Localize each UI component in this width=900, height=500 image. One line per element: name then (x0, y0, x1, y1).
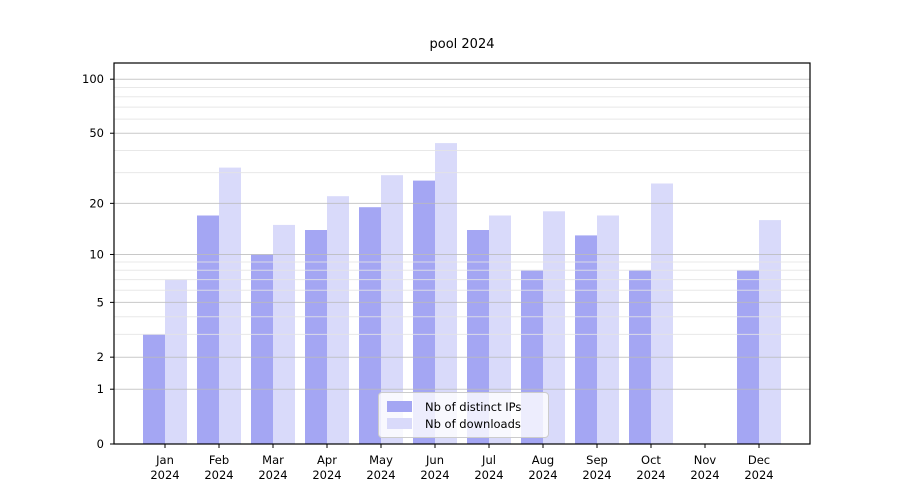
x-tick-label-year: 2024 (420, 468, 449, 482)
x-tick-label-month: Jan (155, 453, 174, 467)
y-tick-label: 50 (89, 126, 104, 140)
y-tick-label: 5 (97, 295, 104, 309)
x-tick-label-month: Dec (748, 453, 770, 467)
bar-downloads-dec (759, 220, 781, 444)
x-tick-label-year: 2024 (690, 468, 719, 482)
legend-label-downloads: Nb of downloads (425, 416, 521, 431)
x-tick-label-month: Sep (586, 453, 608, 467)
y-tick-label: 100 (82, 72, 104, 86)
x-tick-label-year: 2024 (636, 468, 665, 482)
x-tick-label-month: Aug (532, 453, 554, 467)
x-tick-label-month: Nov (694, 453, 717, 467)
bar-ips-mar (251, 254, 273, 444)
y-tick-label: 20 (89, 196, 104, 210)
x-tick-label-month: May (369, 453, 393, 467)
bar-downloads-jul (489, 215, 511, 444)
bar-downloads-jan (165, 279, 187, 444)
bar-downloads-jun (435, 143, 457, 444)
bar-ips-sep (575, 235, 597, 444)
legend-swatch-downloads (387, 418, 412, 429)
y-tick-label: 2 (97, 350, 104, 364)
legend-label-distinct-ips: Nb of distinct IPs (425, 399, 522, 414)
bar-downloads-aug (543, 211, 565, 444)
bar-downloads-sep (597, 215, 619, 444)
x-tick-label-year: 2024 (204, 468, 233, 482)
legend-item-distinct-ips: Nb of distinct IPs (387, 398, 539, 415)
y-tick-label: 0 (97, 437, 104, 451)
bar-downloads-oct (651, 183, 673, 444)
y-tick-label: 10 (89, 248, 104, 262)
x-tick-label-year: 2024 (582, 468, 611, 482)
x-tick-label-month: Feb (209, 453, 229, 467)
legend-item-downloads: Nb of downloads (387, 415, 539, 432)
x-tick-label-year: 2024 (366, 468, 395, 482)
bar-ips-jun (413, 180, 435, 444)
chart-title: pool 2024 (429, 37, 495, 52)
x-tick-label-year: 2024 (744, 468, 773, 482)
bar-ips-feb (197, 215, 219, 444)
x-tick-label-year: 2024 (474, 468, 503, 482)
bar-downloads-may (381, 175, 403, 444)
bar-ips-apr (305, 230, 327, 444)
x-tick-label-year: 2024 (258, 468, 287, 482)
y-tick-label: 1 (97, 382, 104, 396)
x-tick-label-month: Apr (317, 453, 337, 467)
bar-ips-may (359, 207, 381, 444)
x-tick-label-month: Mar (262, 453, 284, 467)
bar-downloads-feb (219, 167, 241, 444)
x-tick-label-month: Jul (481, 453, 496, 467)
legend-swatch-distinct-ips (387, 401, 412, 412)
x-tick-label-year: 2024 (312, 468, 341, 482)
x-tick-label-year: 2024 (150, 468, 179, 482)
plot-border (113, 62, 811, 445)
x-tick-label-month: Jun (425, 453, 444, 467)
bar-downloads-apr (327, 196, 349, 444)
legend: Nb of distinct IPs Nb of downloads (378, 392, 549, 438)
x-tick-label-year: 2024 (528, 468, 557, 482)
x-tick-label-month: Oct (641, 453, 661, 467)
bar-ips-jul (467, 230, 489, 444)
